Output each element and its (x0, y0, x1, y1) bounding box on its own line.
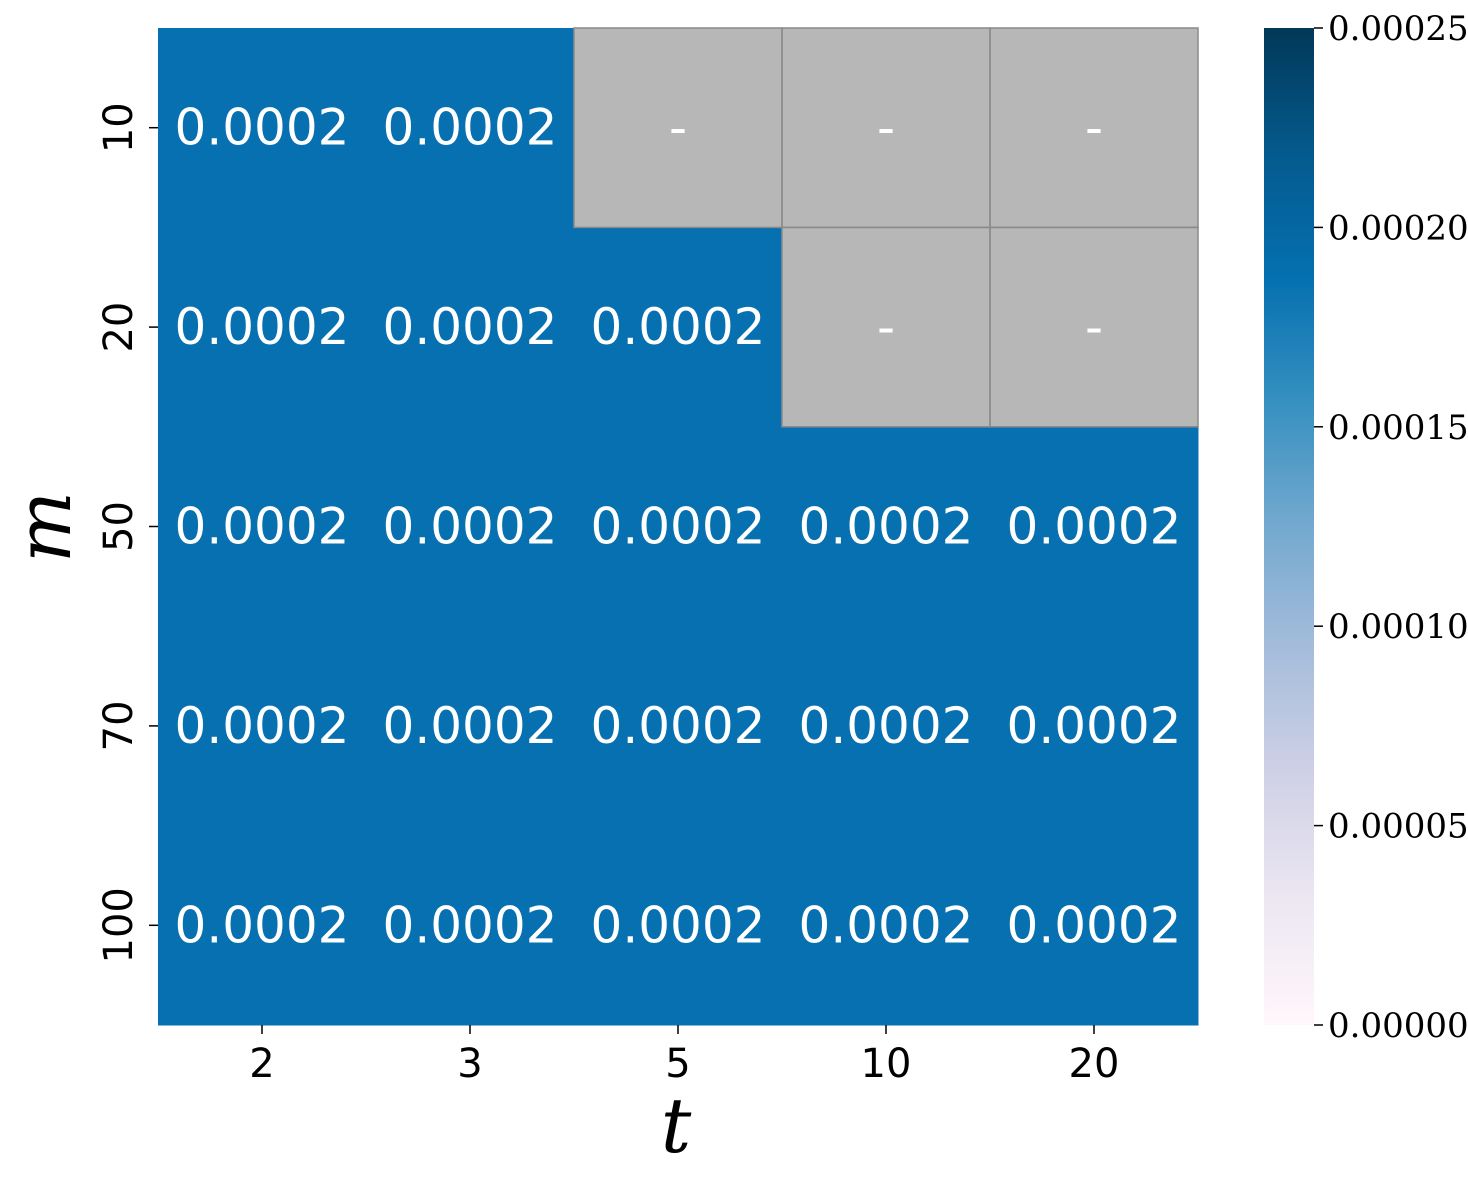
x-tick-label: 3 (457, 1041, 482, 1087)
cell-label: 0.0002 (175, 99, 350, 157)
cell-label: 0.0002 (1007, 697, 1182, 755)
cell-label: 0.0002 (383, 697, 558, 755)
heatmap-cell (158, 28, 367, 228)
colorbar-ticks: 0.00000 0.00005 0.00010 0.00015 0.00020 0.000… (1314, 9, 1468, 1046)
cell-label: 0.0002 (799, 697, 974, 755)
cell-label: 0.0002 (799, 498, 974, 556)
cell-label: 0.0002 (1007, 498, 1182, 556)
y-tick-label: 20 (96, 302, 142, 353)
heatmap-cell (574, 227, 783, 428)
heatmap-cell (366, 626, 575, 827)
cell-label: - (877, 298, 895, 356)
x-tick-label: 10 (861, 1041, 912, 1087)
cell-label: 0.0002 (175, 498, 350, 556)
cell-label: 0.0002 (383, 896, 558, 954)
heatmap-cell (158, 426, 367, 627)
colorbar-tick-label: 0.00020 (1328, 208, 1468, 248)
heatmap-cell (158, 227, 367, 428)
x-tick-label: 5 (665, 1041, 690, 1087)
cell-label: 0.0002 (383, 99, 558, 157)
heatmap-cell (574, 825, 783, 1026)
cell-label: 0.0002 (383, 498, 558, 556)
y-tick-label: 100 (96, 887, 142, 963)
cell-label: 0.0002 (175, 697, 350, 755)
colorbar-tick-label: 0.00025 (1328, 9, 1468, 49)
x-tick-label: 20 (1069, 1041, 1120, 1087)
cell-label: - (1085, 298, 1103, 356)
cell-label: - (1085, 99, 1103, 157)
cell-label: 0.0002 (1007, 896, 1182, 954)
heatmap-cell (782, 626, 991, 827)
cell-label: 0.0002 (175, 896, 350, 954)
x-tick-label: 2 (249, 1041, 274, 1087)
heatmap-cell (990, 626, 1199, 827)
y-axis-title: m (0, 491, 88, 563)
heatmap-cell-missing (990, 227, 1199, 428)
y-tick-label: 70 (96, 700, 142, 751)
heatmap-cell (990, 426, 1199, 627)
cell-label: 0.0002 (591, 896, 766, 954)
heatmap-cell (158, 626, 367, 827)
heatmap-cell (574, 426, 783, 627)
y-axis-ticks: 10 20 50 70 100 (96, 102, 158, 963)
heatmap-cell (782, 426, 991, 627)
x-axis-title: t (661, 1081, 692, 1170)
heatmap-cell-missing (782, 28, 991, 228)
heatmap-cell (366, 28, 575, 228)
heatmap-cell (366, 227, 575, 428)
colorbar-tick-label: 0.00015 (1328, 408, 1468, 448)
cell-label: 0.0002 (799, 896, 974, 954)
heatmap-cell-missing (990, 28, 1199, 228)
heatmap-cell-missing (782, 227, 991, 428)
heatmap-cell (158, 825, 367, 1026)
heatmap-cell-missing (574, 28, 783, 228)
cell-label: - (669, 99, 687, 157)
cell-label: 0.0002 (175, 298, 350, 356)
y-tick-label: 10 (96, 102, 142, 153)
heatmap-cell (782, 825, 991, 1026)
colorbar-tick-label: 0.00005 (1328, 807, 1468, 847)
heatmap-cell (366, 426, 575, 627)
heatmap-cells (158, 27, 1199, 1026)
cell-labels: 0.0002 0.0002 - - - 0.0002 0.0002 0.0002 - - 0.000… (175, 99, 1182, 955)
cell-label: 0.0002 (591, 697, 766, 755)
heatmap-cell (366, 825, 575, 1026)
cell-label: 0.0002 (591, 498, 766, 556)
colorbar (1264, 28, 1314, 1025)
colorbar-tick-label: 0.00000 (1328, 1006, 1468, 1046)
heatmap-cell (990, 825, 1199, 1026)
x-axis-ticks: 2 3 5 10 20 (249, 1025, 1119, 1087)
cell-label: 0.0002 (383, 298, 558, 356)
heatmap-cell (574, 626, 783, 827)
missing-cell-border (989, 226, 1199, 428)
colorbar-tick-label: 0.00010 (1328, 607, 1468, 647)
cell-label: - (877, 99, 895, 157)
y-tick-label: 50 (96, 501, 142, 552)
cell-label: 0.0002 (591, 298, 766, 356)
